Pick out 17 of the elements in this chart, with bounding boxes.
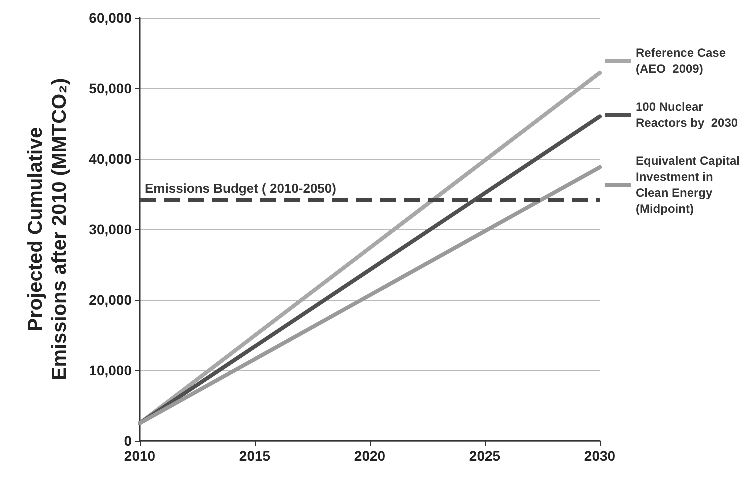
ref-line-label: Emissions Budget ( 2010-2050) [145,180,336,196]
y-tick-label: 30,000 [89,222,132,238]
y-axis-title: Projected Cumulative Emissions after 2010 (MMTCO₂) [25,78,71,381]
x-tick-label: 2010 [124,448,156,464]
y-tick-label: 60,000 [89,10,132,26]
x-tick-label: 2025 [469,448,501,464]
y-tick-label: 0 [124,433,132,449]
x-tick-label: 2015 [239,448,271,464]
legend-label: Equivalent Capital Investment in Clean Energy (Midpoint) [636,154,740,216]
y-tick-label: 10,000 [89,362,132,378]
legend-label: 100 Nuclear Reactors by 2030 [636,100,738,130]
y-tick-label: 40,000 [89,151,132,167]
legend-label: Reference Case (AEO 2009) [636,46,726,76]
x-tick-label: 2020 [354,448,386,464]
y-tick-label: 50,000 [89,80,132,96]
y-tick-label: 20,000 [89,292,132,308]
x-tick-label: 2030 [584,448,616,464]
